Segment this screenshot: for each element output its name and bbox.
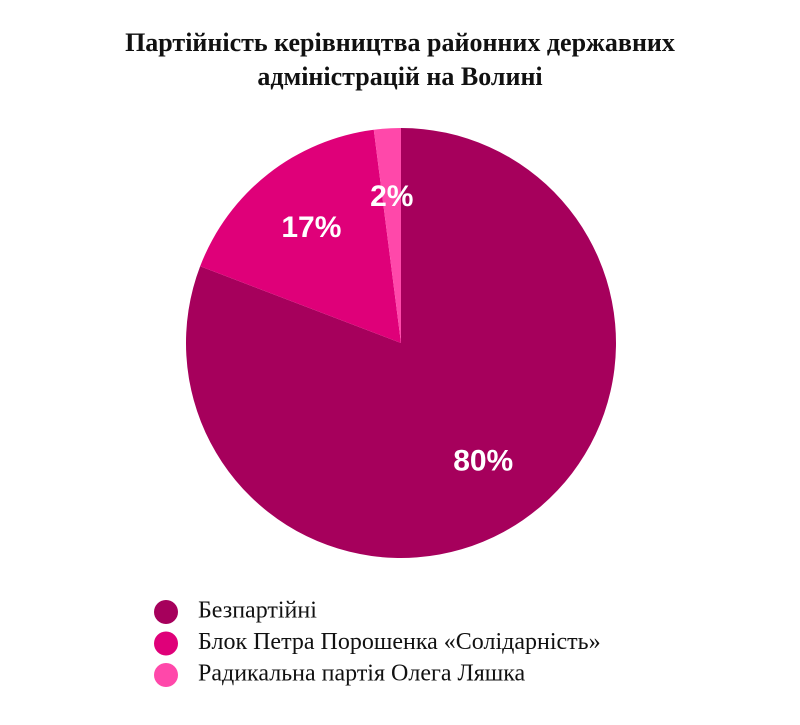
pie-slice: [373, 128, 401, 343]
pie-slice: [200, 129, 401, 343]
legend-label: Радикальна партія Олега Ляшка: [198, 661, 526, 687]
legend-swatch: [154, 600, 178, 624]
value-label: 2%: [370, 180, 413, 213]
legend-swatch: [154, 631, 178, 656]
value-label: 17%: [281, 211, 341, 244]
legend-label: Безпартійні: [198, 598, 317, 624]
chart-title: Партійність керівництва районних державн…: [125, 28, 675, 91]
value-label: 80%: [453, 444, 513, 477]
legend-swatch: [154, 663, 178, 687]
legend-label: Блок Петра Порошенка «Солідарність»: [198, 629, 601, 655]
